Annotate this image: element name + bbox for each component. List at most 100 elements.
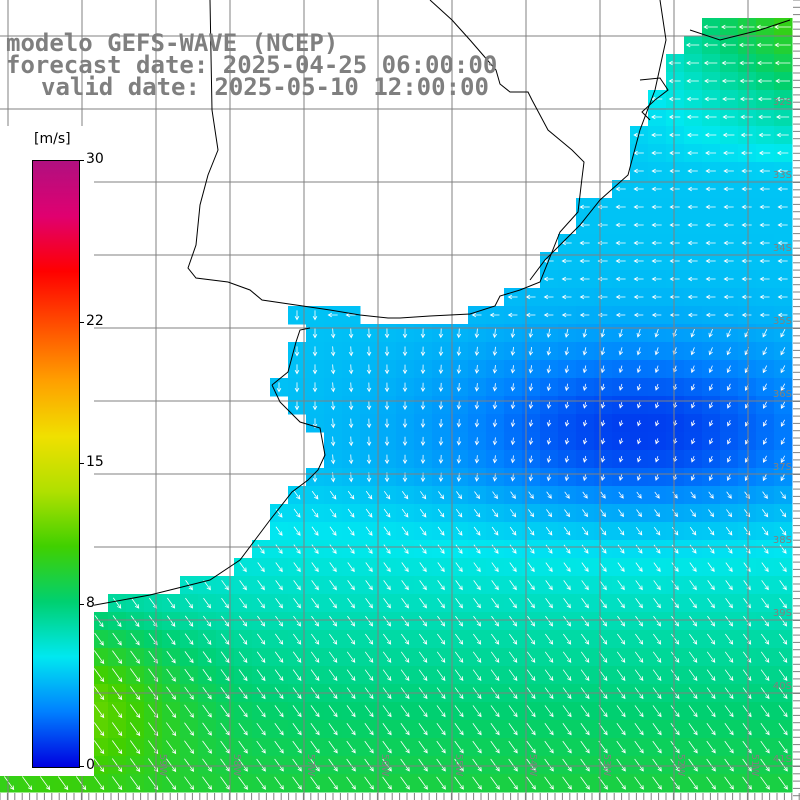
wind-arrow [418,740,428,754]
wind-arrow [780,455,786,463]
wind-arrow [93,776,105,791]
wind-arrow [184,651,194,664]
wind-arrow [239,597,247,609]
wind-arrow [705,240,716,246]
wind-arrow [562,776,572,790]
wind-arrow [599,633,608,645]
wind-arrow [130,632,140,646]
wind-arrow [706,669,716,681]
wind-arrow [725,598,733,609]
wind-arrow [438,454,444,464]
wind-arrow [581,544,589,554]
wind-arrow [456,437,462,446]
wind-arrow [654,402,660,409]
wind-arrow [348,346,354,357]
wind-arrow [546,365,552,374]
wind-arrow [690,509,697,518]
wind-arrow [669,312,680,318]
wind-arrow [723,258,734,264]
wind-arrow [742,776,752,790]
wind-arrow [238,776,248,790]
wind-arrow [652,669,662,681]
wind-arrow [546,419,552,427]
wind-arrow [707,526,715,536]
wind-arrow [564,383,570,392]
wind-arrow [669,294,680,300]
wind-arrow [723,294,734,300]
wind-arrow [670,776,680,790]
wind-arrow [652,758,662,772]
wind-arrow [654,509,661,518]
wind-arrow [310,776,320,790]
wind-arrow [705,222,716,228]
wind-arrow [581,562,589,573]
wind-arrow [741,222,752,228]
wind-arrow [635,562,643,573]
wind-arrow [687,186,698,192]
wind-arrow [438,364,444,375]
wind-arrow [93,758,105,773]
wind-arrow [510,473,516,482]
wind-arrow [436,776,446,790]
wind-arrow [384,346,390,357]
wind-arrow [400,723,410,736]
wind-arrow [743,526,751,536]
wind-arrow [420,454,426,464]
wind-arrow [778,740,788,754]
wind-arrow [507,294,518,300]
wind-arrow [364,758,374,772]
wind-arrow [366,382,372,393]
wind-arrow [725,544,733,554]
latitude-label: 40S [773,681,792,692]
wind-arrow [366,346,372,357]
wind-arrow [329,633,338,645]
wind-arrow [474,491,481,500]
wind-arrow [721,60,736,66]
wind-arrow [691,438,696,445]
wind-arrow [311,544,319,555]
wind-arrow [509,598,517,609]
wind-arrow [669,222,680,228]
wind-arrow [420,346,426,357]
wind-arrow [473,508,481,518]
wind-arrow [292,633,302,645]
wind-arrow [383,633,392,645]
wind-arrow [329,615,338,627]
wind-arrow [668,96,681,102]
wind-arrow [761,526,769,536]
wind-arrow [688,758,698,772]
wind-arrow [759,276,770,282]
wind-arrow [760,740,770,754]
wind-arrow [437,615,446,627]
wind-arrow [761,562,769,573]
wind-arrow [184,776,195,790]
colorbar-units: [m/s] [34,131,71,147]
wind-arrow [437,580,445,591]
wind-arrow [671,526,679,536]
wind-arrow [257,544,265,555]
wind-arrow [111,758,123,773]
wind-arrow [685,42,700,48]
wind-arrow [510,401,516,410]
wind-arrow [220,633,230,645]
wind-arrow [527,633,536,645]
wind-arrow [111,722,123,737]
wind-arrow [776,132,789,138]
wind-arrow [546,473,552,482]
wind-arrow [617,526,625,536]
wind-arrow [202,669,212,682]
wind-arrow [600,491,606,499]
wind-arrow [582,347,588,356]
wind-arrow [618,347,624,356]
wind-arrow [418,669,428,681]
wind-arrow [256,776,266,790]
wind-arrow [651,276,662,282]
wind-arrow [437,544,445,554]
wind-arrow [202,633,212,645]
wind-arrow [564,509,571,518]
wind-arrow [419,544,427,554]
wind-arrow [741,186,752,192]
wind-arrow [635,580,643,591]
wind-arrow [579,204,590,210]
longitude-label: 57W [305,754,316,777]
